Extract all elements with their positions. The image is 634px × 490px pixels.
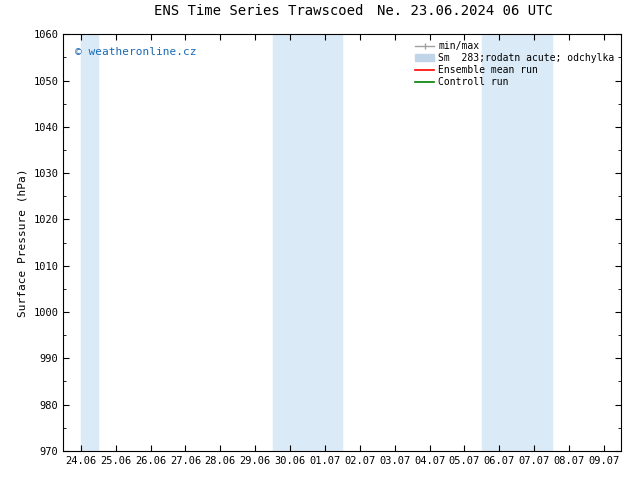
Y-axis label: Surface Pressure (hPa): Surface Pressure (hPa) <box>18 168 28 317</box>
Text: Ne. 23.06.2024 06 UTC: Ne. 23.06.2024 06 UTC <box>377 3 553 18</box>
Text: © weatheronline.cz: © weatheronline.cz <box>75 47 196 57</box>
Text: ENS Time Series Trawscoed: ENS Time Series Trawscoed <box>154 3 363 18</box>
Bar <box>482 34 552 451</box>
Bar <box>273 34 342 451</box>
Bar <box>81 34 98 451</box>
Legend: min/max, Sm  283;rodatn acute; odchylka, Ensemble mean run, Controll run: min/max, Sm 283;rodatn acute; odchylka, … <box>413 39 616 89</box>
